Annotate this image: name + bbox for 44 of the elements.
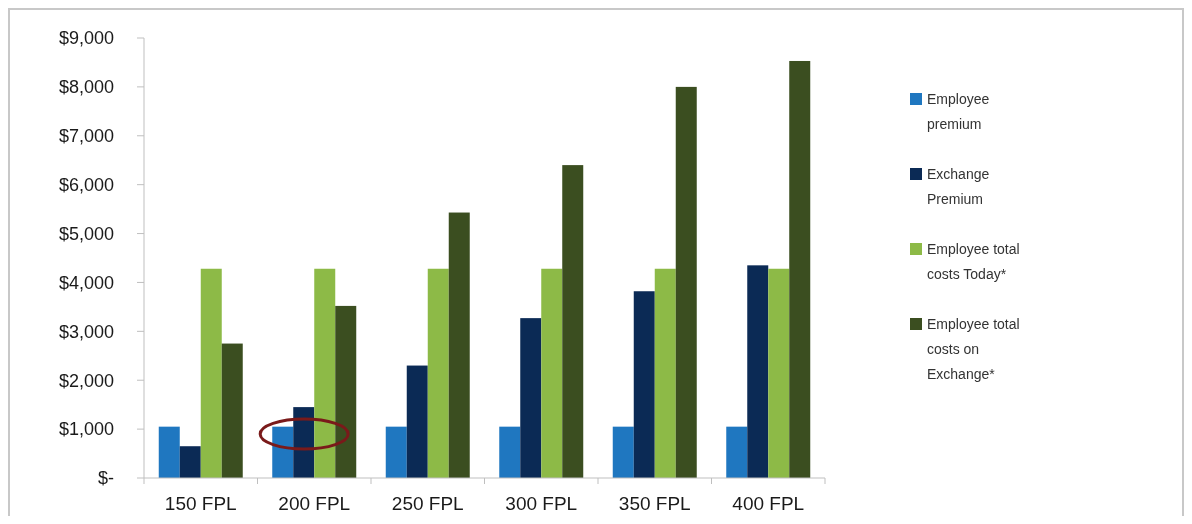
legend-label: Employee premium: [927, 91, 990, 132]
bar: [314, 268, 336, 478]
x-tick-label: 150 FPL: [164, 493, 237, 514]
y-tick-label: $1,000: [58, 419, 114, 440]
bar: [541, 268, 563, 478]
y-tick-label: $5,000: [58, 223, 114, 244]
bar: [179, 446, 201, 478]
y-tick-label: $4,000: [58, 272, 114, 293]
bar: [335, 305, 357, 478]
legend-label: Employee total costs on Exchange*: [927, 316, 1020, 382]
x-tick-label: 250 FPL: [391, 493, 464, 514]
bar: [158, 426, 180, 478]
x-tick-label: 200 FPL: [278, 493, 351, 514]
bar: [789, 60, 811, 478]
bar: [385, 426, 407, 478]
bar: [768, 268, 790, 478]
bar: [293, 407, 315, 478]
y-tick-label: $3,000: [58, 321, 114, 342]
y-tick-label: $8,000: [58, 77, 114, 98]
y-tick-label: $2,000: [58, 370, 114, 391]
bar: [272, 426, 294, 478]
legend-label: Exchange Premium: [927, 166, 990, 207]
x-tick-label: 400 FPL: [732, 493, 805, 514]
bar: [499, 426, 521, 478]
bar: [200, 268, 222, 478]
y-tick-label: $9,000: [58, 28, 114, 49]
x-tick-label: 300 FPL: [505, 493, 578, 514]
bar: [612, 426, 634, 478]
bar: [675, 86, 697, 478]
bar: [448, 212, 470, 478]
bar: [427, 268, 449, 478]
bar: [654, 268, 676, 478]
legend-label: Employee total costs Today*: [927, 241, 1020, 282]
y-tick-label: $7,000: [58, 126, 114, 147]
bar: [221, 343, 243, 478]
bar: [520, 318, 542, 478]
x-tick-label: 350 FPL: [618, 493, 691, 514]
bar: [747, 265, 769, 478]
bar: [562, 165, 584, 478]
bar: [406, 365, 428, 478]
y-tick-label: $-: [97, 468, 114, 489]
bar: [726, 426, 748, 478]
y-tick-label: $6,000: [58, 174, 114, 195]
bar: [633, 291, 655, 478]
